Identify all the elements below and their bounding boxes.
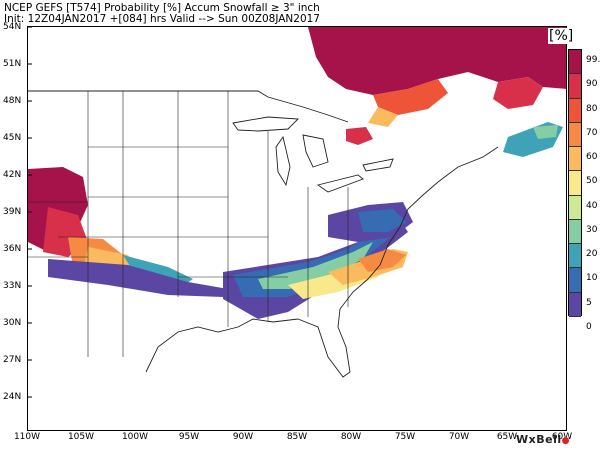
colorbar-label-20: 20 (586, 249, 598, 260)
canada-high-prob-region (308, 27, 566, 95)
lat-label-36n: 36N (3, 244, 22, 254)
lat-label-51n: 51N (3, 59, 22, 69)
colorbar-label-10: 10 (586, 273, 598, 284)
maritimes-teal-region (533, 125, 558, 139)
graticule-ticks (28, 27, 32, 398)
lon-label-85w: 85W (286, 432, 308, 442)
lat-label-39n: 39N (3, 207, 22, 217)
lon-label-105w: 105W (67, 432, 95, 442)
snowfall-map (28, 27, 566, 398)
brand-dot-icon: ● (561, 436, 570, 446)
lake-superior (232, 116, 300, 132)
colorbar-label-40: 40 (586, 200, 598, 211)
colorbar-label-5: 5 (586, 297, 592, 308)
colorbar-swatch-10 (569, 268, 581, 293)
colorbar-swatch-60 (569, 147, 581, 172)
quebec-red-region (493, 77, 543, 109)
lon-label-60w: 60W (551, 432, 573, 442)
lat-label-45n: 45N (3, 133, 22, 143)
plains-purple-band (48, 259, 228, 297)
canada-edge-band-outer (368, 107, 398, 127)
units-label: [%] (548, 28, 575, 44)
colorbar-label-60: 60 (586, 152, 598, 163)
lat-label-24n: 24N (3, 392, 22, 402)
state-lines (28, 91, 349, 357)
wxbell-logo: WxBell● (516, 433, 570, 446)
colorbar-label-30: 30 (586, 224, 598, 235)
lat-label-27n: 27N (3, 355, 22, 365)
map-panel (27, 26, 567, 431)
lake-michigan (275, 135, 291, 187)
colorbar-label-90: 90 (586, 79, 598, 90)
colorbar-swatch-50 (569, 171, 581, 196)
gulf-coast (145, 318, 299, 373)
colorbar-label-0: 0 (586, 322, 592, 332)
us-east-coast (297, 146, 499, 378)
colorbar-swatch-40 (569, 195, 581, 220)
colorbar-swatch-80 (569, 98, 581, 123)
lat-label-33n: 33N (3, 281, 22, 291)
colorbar-swatch-20 (569, 244, 581, 269)
init-valid-line: Init: 12Z04JAN2017 +[084] hrs Valid --> … (4, 13, 320, 25)
brand-text: WxBell (516, 433, 562, 446)
lon-label-70w: 70W (448, 432, 470, 442)
canada-edge-band (373, 79, 448, 115)
colorbar-swatch-5 (569, 292, 581, 317)
lon-label-110w: 110W (13, 432, 41, 442)
colorbar-swatch-90 (569, 74, 581, 99)
lon-label-65w: 65W (496, 432, 518, 442)
lake-huron (302, 134, 329, 168)
michigan-red-spot (346, 127, 373, 145)
lon-label-80w: 80W (340, 432, 362, 442)
lon-label-95w: 95W (178, 432, 200, 442)
colorbar-swatch-99-9 (569, 50, 581, 75)
canada-us-border (28, 90, 349, 123)
midatlantic-blue-band (358, 209, 406, 232)
colorbar (568, 49, 582, 317)
lake-erie (316, 174, 364, 193)
lat-label-48n: 48N (3, 96, 22, 106)
lat-label-54n: 54N (3, 22, 22, 32)
geographic-outlines (28, 90, 499, 378)
colorbar-swatch-70 (569, 122, 581, 148)
probability-shading (28, 27, 566, 319)
lat-label-30n: 30N (3, 318, 22, 328)
lake-ontario (362, 158, 394, 172)
lon-label-100w: 100W (121, 432, 149, 442)
lon-label-75w: 75W (394, 432, 416, 442)
lat-label-42n: 42N (3, 170, 22, 180)
colorbar-label-50: 50 (586, 176, 598, 187)
chart-title: NCEP GEFS [T574] Probability [%] Accum S… (4, 2, 320, 14)
lon-label-90w: 90W (232, 432, 254, 442)
colorbar-label-80: 80 (586, 103, 598, 114)
colorbar-label-70: 70 (586, 127, 598, 138)
colorbar-label-99-9: 99.9 (586, 55, 600, 65)
colorbar-swatch-30 (569, 219, 581, 245)
